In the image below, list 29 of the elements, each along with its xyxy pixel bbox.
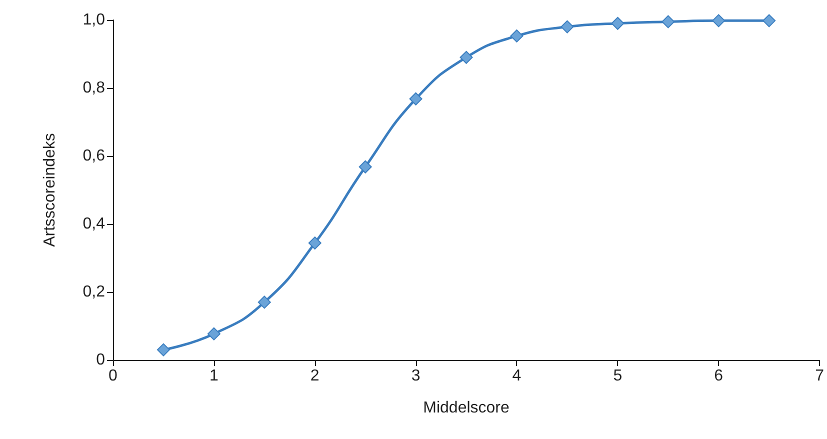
point [712,14,726,28]
point [207,327,220,340]
point [510,29,524,42]
point [308,236,322,250]
y-tick-label: 0,4 [82,216,106,232]
x-tick-label: 4 [512,368,522,384]
x-tick-label: 6 [714,368,724,384]
point [662,15,675,28]
point [460,50,473,64]
point [409,92,422,106]
point [611,16,624,30]
y-tick-label: 0,2 [82,284,106,300]
x-tick-label: 0 [108,368,118,384]
y-tick-label: 1,0 [82,12,106,28]
x-tick-label: 1 [209,368,218,384]
point [560,20,574,34]
x-tick-label: 7 [815,368,824,384]
y-tick-label: 0,6 [82,148,106,164]
x-axis-title: Middelscore [423,400,510,416]
y-tick-label: 0,8 [82,80,106,96]
point [258,296,271,309]
x-tick-label: 2 [310,368,320,384]
x-tick-label: 3 [411,368,420,384]
point [358,160,372,174]
y-axis-title: Artsscoreindeks [42,133,58,247]
point [156,343,170,356]
point [762,14,776,28]
x-tick-label: 5 [613,368,622,384]
y-tick-label: 0 [96,352,106,368]
